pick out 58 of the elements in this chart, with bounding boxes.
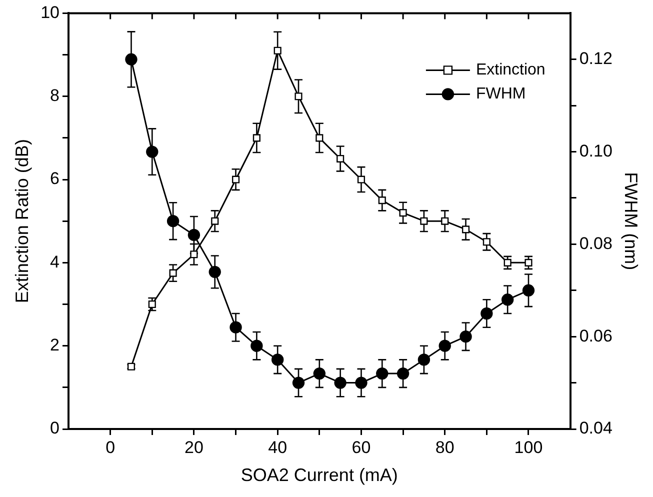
y-tick-label: 10 <box>40 2 60 22</box>
point <box>396 367 410 380</box>
point <box>522 284 535 296</box>
point <box>292 376 305 389</box>
x-tick-label: 40 <box>268 438 288 457</box>
y2-axis-title: FWHM (nm) <box>621 172 642 270</box>
y-axis-title: Extinction Ratio (dB) <box>12 139 32 304</box>
point <box>252 134 260 142</box>
point <box>274 46 282 54</box>
y-tick-label: 4 <box>50 252 60 272</box>
y-tick-label: 8 <box>50 86 60 106</box>
y-tick-label: 2 <box>50 336 60 355</box>
point <box>271 354 284 366</box>
point <box>462 226 470 234</box>
point <box>355 376 368 389</box>
x-axis-title: SOA2 Current (mA) <box>240 465 398 486</box>
point <box>334 376 346 389</box>
x-tick-label: 80 <box>435 438 454 457</box>
point <box>250 340 263 352</box>
legend-label: Extinction <box>476 62 546 79</box>
point <box>501 294 514 306</box>
point <box>357 176 366 184</box>
point <box>232 176 240 184</box>
point <box>441 217 449 225</box>
point <box>190 250 198 258</box>
point <box>376 367 388 380</box>
y2-tick-label: 0.06 <box>579 326 612 346</box>
point <box>313 367 326 380</box>
y2-tick-label: 0.10 <box>579 141 612 160</box>
y2-tick-label: 0.12 <box>579 49 612 68</box>
y-tick-label: 6 <box>50 169 60 188</box>
legend-label: FWHM <box>476 86 526 103</box>
y2-tick-label: 0.04 <box>579 418 612 438</box>
point <box>316 134 324 142</box>
point <box>480 307 493 320</box>
point <box>169 269 177 277</box>
point <box>460 330 472 343</box>
point <box>146 146 158 158</box>
point <box>438 340 451 352</box>
point <box>482 238 490 246</box>
point <box>294 92 302 100</box>
x-tick-label: 0 <box>106 438 116 457</box>
point <box>166 215 180 228</box>
point <box>378 196 386 204</box>
y2-tick-label: 0.08 <box>579 234 612 253</box>
point <box>420 217 428 225</box>
x-tick-label: 20 <box>184 438 204 457</box>
point <box>418 354 430 366</box>
point <box>230 321 242 334</box>
y-tick-label: 0 <box>50 418 60 438</box>
point <box>399 209 407 217</box>
x-tick-label: 60 <box>352 438 371 457</box>
point <box>125 53 138 66</box>
point <box>211 217 219 225</box>
point <box>336 154 344 163</box>
point <box>188 228 200 242</box>
x-tick-label: 100 <box>514 438 543 457</box>
point <box>208 266 221 278</box>
